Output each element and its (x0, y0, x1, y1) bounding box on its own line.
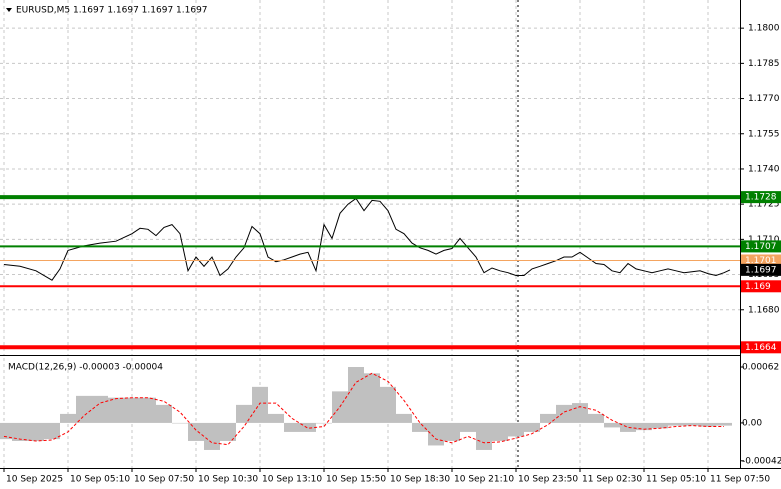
macd-bar (124, 397, 140, 423)
y-tick-label: 1.1710 (748, 235, 780, 245)
level-label-box (741, 263, 781, 276)
x-tick-label: 10 Sep 2025 (6, 475, 63, 485)
macd-bar (460, 422, 476, 432)
macd-bar (572, 403, 588, 423)
y-tick-label: 1.1680 (748, 305, 780, 315)
y-tick-label: 1.1725 (748, 200, 780, 210)
macd-bar (348, 367, 364, 423)
y-tick-label: 1.1770 (748, 94, 780, 104)
macd-bar (380, 386, 396, 423)
price-line (3, 197, 731, 281)
level-label-box (741, 240, 781, 253)
macd-bar (540, 413, 556, 423)
chart-title: EURUSD,M5 1.1697 1.1697 1.1697 1.1697 (16, 6, 208, 16)
x-tick-label: 11 Sep 02:30 (582, 475, 642, 485)
macd-bar (252, 386, 268, 423)
macd-bar (396, 413, 412, 423)
macd-bar (12, 422, 28, 441)
level-label-box (741, 254, 781, 267)
x-tick-label: 10 Sep 10:30 (198, 475, 258, 485)
level-label: 1.169 (745, 282, 771, 292)
menu-arrow (6, 8, 12, 12)
macd-bar (492, 422, 508, 441)
labels-layer: 10 Sep 2025 10 Sep 05:10 10 Sep 07:50 10 Se… (3, 24, 781, 485)
macd-bar (476, 422, 492, 450)
macd-bar (508, 422, 524, 437)
y-tick-label: 1.1740 (748, 164, 780, 174)
level-label-box (741, 191, 781, 204)
x-tick-label: 10 Sep 07:50 (134, 475, 194, 485)
macd-bar (28, 422, 44, 441)
macd-bar (444, 422, 460, 441)
macd-bar (156, 404, 172, 423)
grid-layer (0, 0, 740, 468)
macd-bar (716, 422, 732, 426)
x-tick-label: 11 Sep 05:10 (646, 475, 706, 485)
level-label: 1.1697 (745, 265, 777, 275)
macd-bar (236, 404, 252, 423)
x-tick-label: 10 Sep 05:10 (70, 475, 130, 485)
macd-bar (604, 422, 620, 428)
y-tick-label: 1.1755 (748, 129, 780, 139)
macd-bar (668, 422, 684, 426)
level-label: 1.1701 (745, 256, 777, 266)
macd-bar (700, 422, 716, 427)
macd-bar (652, 422, 668, 429)
y-tick-label: 1.1785 (748, 59, 780, 69)
x-tick-label: 10 Sep 18:30 (390, 475, 450, 485)
macd-bar (268, 413, 284, 423)
y-tick-label: 0.00062 (742, 363, 779, 373)
y-tick-label: 1.1800 (748, 24, 780, 34)
x-tick-label: 10 Sep 23:50 (518, 475, 578, 485)
macd-bar (316, 422, 332, 424)
macd-bar (188, 422, 204, 441)
level-label: 1.1707 (745, 242, 777, 252)
macd-bar (364, 373, 380, 423)
x-tick-label: 10 Sep 13:10 (262, 475, 322, 485)
macd-bar (412, 422, 428, 432)
signal-line (3, 372, 724, 446)
macd-bar (556, 404, 572, 423)
macd-bar (588, 413, 604, 423)
macd-bar (172, 422, 188, 424)
macd-bar (140, 397, 156, 423)
macd-bar (300, 422, 316, 432)
macd-bar (428, 422, 444, 446)
macd-bar (524, 422, 540, 432)
level-label: 1.1664 (745, 343, 777, 353)
y-tick-label: -0.00042 (742, 456, 781, 466)
macd-bar (636, 422, 652, 431)
macd-bar (0, 422, 12, 440)
macd-bar (76, 395, 92, 423)
level-label-box (741, 280, 781, 293)
macd-bar (620, 422, 636, 432)
macd-bar (684, 422, 700, 426)
x-tick-label: 10 Sep 21:10 (454, 475, 514, 485)
macd-bar (60, 413, 76, 423)
macd-bar (204, 422, 220, 450)
indicator-title: MACD(12,26,9) -0.00003 -0.00004 (8, 363, 163, 373)
macd-bar (44, 422, 60, 440)
x-tick-label: 10 Sep 15:50 (326, 475, 386, 485)
macd-bar (220, 422, 236, 441)
marks-layer (0, 195, 740, 450)
macd-bar (284, 422, 300, 432)
level-label: 1.1728 (745, 193, 777, 203)
x-tick-label: 11 Sep 07:50 (710, 475, 770, 485)
macd-bar (108, 397, 124, 423)
level-label-box (741, 341, 781, 354)
macd-bar (92, 395, 108, 423)
y-tick-label: 0.00 (742, 418, 762, 428)
